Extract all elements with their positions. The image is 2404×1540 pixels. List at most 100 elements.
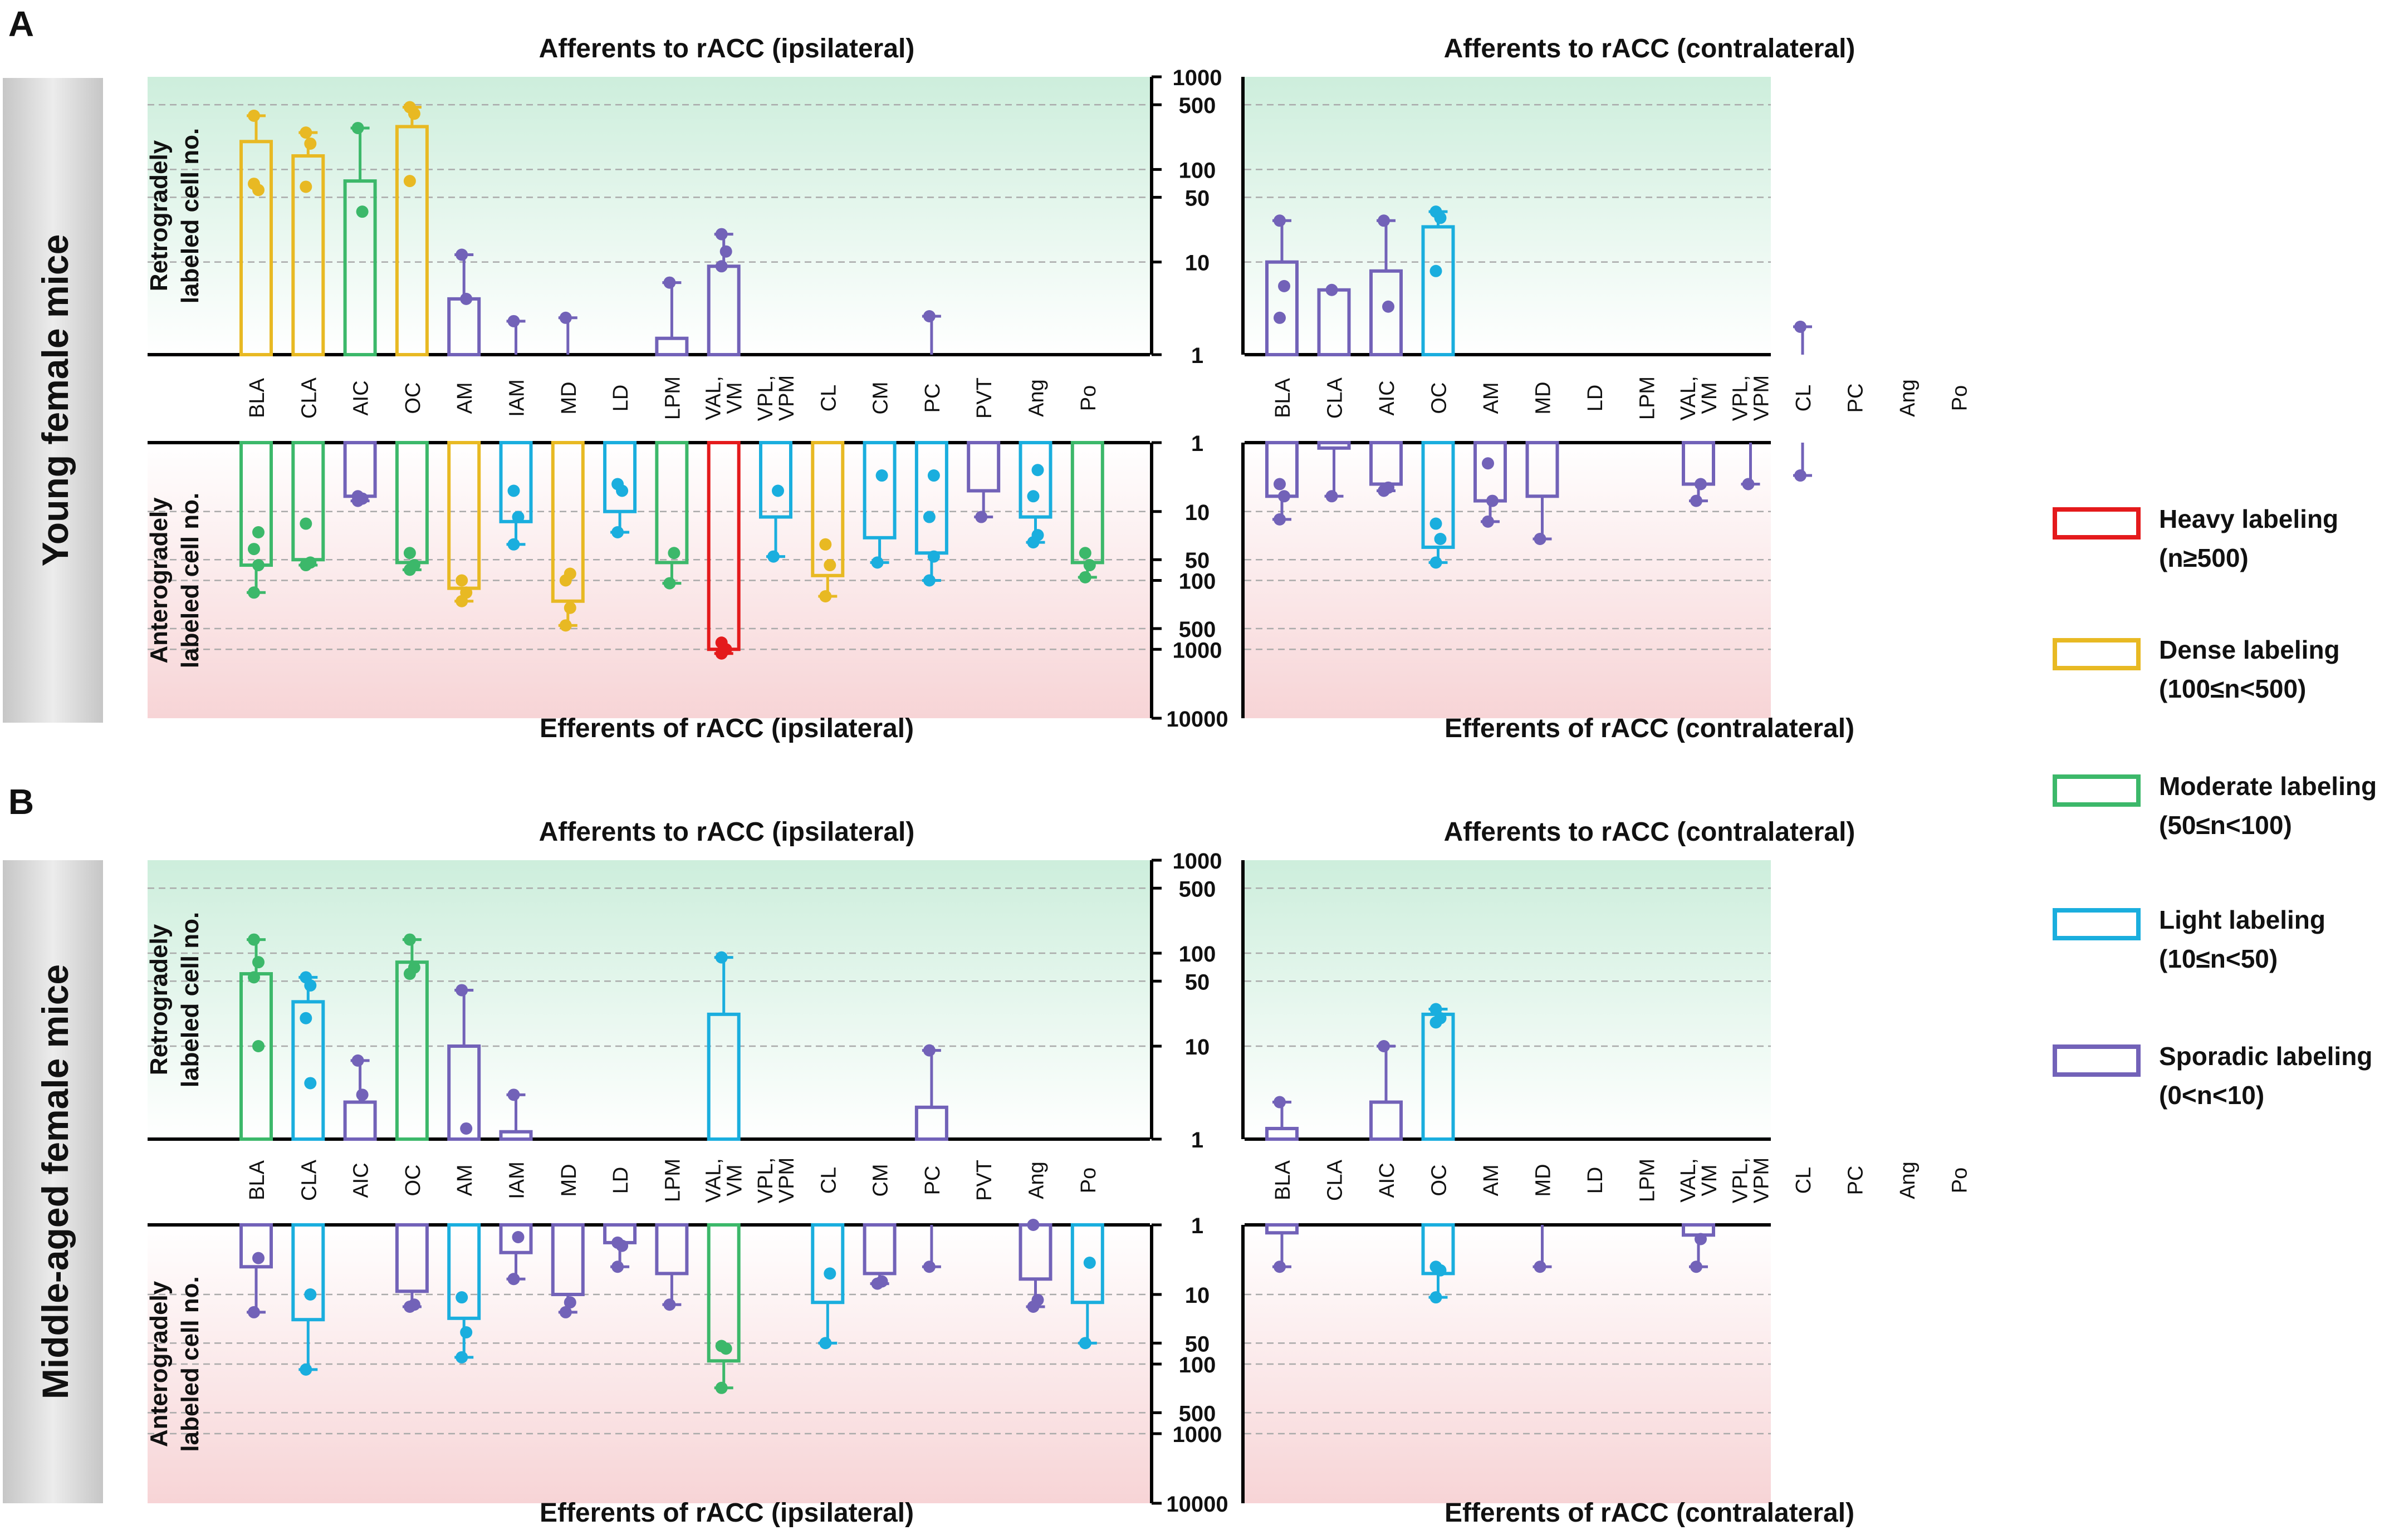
category-label-text: CLA bbox=[1324, 377, 1347, 419]
category-label-text: PVT bbox=[973, 1160, 996, 1201]
data-point-md bbox=[564, 1296, 576, 1309]
category-label-text: Ang bbox=[1896, 379, 1920, 417]
category-label: VAL,VM bbox=[702, 1158, 747, 1203]
category-label-text: AIC bbox=[1375, 380, 1399, 415]
data-point-po bbox=[1083, 559, 1096, 572]
category-label-text: VPM bbox=[775, 375, 799, 421]
data-point-bla bbox=[248, 1306, 260, 1318]
category-label-text: Ang bbox=[1025, 1161, 1049, 1199]
bar-iam bbox=[499, 1223, 533, 1254]
category-label: PC bbox=[1844, 384, 1868, 413]
category-label: CM bbox=[869, 381, 893, 414]
tick-label: 1 bbox=[1191, 1128, 1203, 1152]
bars-efferent-ipsi bbox=[239, 441, 1104, 660]
category-label-text: LPM bbox=[1636, 1159, 1659, 1202]
category-label: LPM bbox=[661, 1159, 684, 1202]
data-point-valvm bbox=[1690, 1261, 1702, 1273]
data-point-bla bbox=[1274, 1096, 1286, 1109]
bar-iam bbox=[499, 1130, 533, 1141]
data-point-md bbox=[1534, 1261, 1546, 1273]
bars-afferent-contra bbox=[1265, 205, 1812, 357]
data-point-am bbox=[456, 248, 468, 261]
tick-label: 1000 bbox=[1173, 849, 1222, 874]
category-label-text: PC bbox=[1844, 1166, 1868, 1195]
data-point-am bbox=[1482, 457, 1494, 470]
data-point-valvm bbox=[715, 228, 728, 241]
category-label: Po bbox=[1077, 1168, 1100, 1193]
tick-label: 10 bbox=[1185, 1283, 1210, 1308]
bar-bla bbox=[1265, 1223, 1299, 1235]
data-point-bla bbox=[1274, 478, 1286, 491]
category-label-text: CL bbox=[1792, 1167, 1815, 1194]
data-point-pc bbox=[927, 550, 940, 563]
afferent-bg-ipsi bbox=[148, 860, 1150, 1139]
data-point-cm bbox=[871, 556, 884, 569]
data-point-oc bbox=[1429, 556, 1442, 569]
data-point-md bbox=[564, 601, 576, 614]
bar-cla bbox=[1317, 441, 1351, 450]
title-afferent-ipsi: Afferents to rACC (ipsilateral) bbox=[539, 34, 915, 63]
bar-cla bbox=[291, 154, 325, 356]
category-label-text: VPM bbox=[1750, 375, 1774, 421]
tick-label: 1000 bbox=[1173, 1423, 1222, 1447]
data-point-am bbox=[460, 1122, 473, 1135]
category-label-text: VPL, bbox=[754, 1158, 777, 1203]
bars-efferent-contra bbox=[1265, 1223, 1715, 1304]
bar-valvm bbox=[707, 1012, 741, 1141]
category-label: LPM bbox=[1636, 376, 1659, 420]
ylabel-antero-1: Anterogradely bbox=[145, 497, 173, 664]
data-point-oc bbox=[1429, 517, 1442, 530]
category-label: IAM bbox=[506, 1161, 529, 1199]
data-point-valvm bbox=[719, 245, 732, 258]
legend-swatch-sporadic bbox=[2053, 1044, 2141, 1077]
data-point-am bbox=[460, 1326, 473, 1339]
data-point-oc bbox=[1434, 212, 1447, 224]
bar-cm bbox=[863, 1223, 897, 1276]
tick-label: 10 bbox=[1185, 1035, 1210, 1060]
category-label-text: AM bbox=[453, 1165, 477, 1196]
data-point-aic bbox=[351, 1054, 364, 1067]
bars-efferent-ipsi bbox=[239, 1219, 1104, 1394]
data-point-valvm bbox=[715, 260, 728, 273]
data-point-valvm bbox=[1695, 478, 1707, 491]
category-label-text: Po bbox=[1077, 1168, 1100, 1193]
data-point-po bbox=[1079, 571, 1091, 583]
legend-range-sporadic: (0<n<10) bbox=[2159, 1081, 2264, 1110]
data-point-cla bbox=[304, 1077, 317, 1090]
bar-cl bbox=[811, 441, 845, 577]
ylabel-retro-2: labeled cell no. bbox=[177, 912, 204, 1087]
category-label-text: OC bbox=[1428, 1165, 1451, 1196]
data-point-cla bbox=[300, 1012, 312, 1024]
category-label-text: AIC bbox=[350, 380, 373, 415]
data-point-iam bbox=[512, 1231, 525, 1244]
bar-pvt bbox=[967, 441, 1001, 493]
category-label: AIC bbox=[1375, 380, 1399, 415]
legend-label-sporadic: Sporadic labeling bbox=[2159, 1042, 2372, 1071]
category-label-text: LD bbox=[609, 385, 633, 412]
category-label-text: VPL, bbox=[1729, 375, 1752, 421]
data-point-iam bbox=[507, 1088, 520, 1101]
data-point-cl bbox=[1794, 320, 1806, 333]
category-label-text: CL bbox=[817, 385, 840, 412]
afferent-bg-contra bbox=[1245, 77, 1771, 355]
data-point-iam bbox=[512, 511, 525, 523]
tick-label: 10 bbox=[1185, 251, 1210, 276]
category-label: AIC bbox=[350, 380, 373, 415]
category-label-text: VAL, bbox=[1677, 376, 1700, 420]
category-label: LD bbox=[609, 1167, 633, 1194]
data-point-ld bbox=[611, 1236, 624, 1249]
category-label-text: AM bbox=[1480, 382, 1503, 414]
category-label: VAL,VM bbox=[1677, 1158, 1721, 1203]
title-efferent-contra: Efferents of rACC (contralateral) bbox=[1445, 714, 1854, 743]
data-point-lpm bbox=[663, 1298, 676, 1311]
data-point-cla bbox=[304, 556, 317, 569]
category-label-text: MD bbox=[557, 1164, 581, 1196]
data-point-bla bbox=[1278, 490, 1290, 503]
data-point-oc bbox=[408, 559, 420, 572]
category-label: LPM bbox=[661, 376, 684, 420]
category-label: PC bbox=[1844, 1166, 1868, 1195]
bars-efferent-contra bbox=[1265, 441, 1812, 569]
side-label: Middle-aged female mice bbox=[35, 964, 76, 1399]
data-point-vplvpm bbox=[1742, 478, 1755, 491]
bar-pc bbox=[914, 1105, 948, 1141]
